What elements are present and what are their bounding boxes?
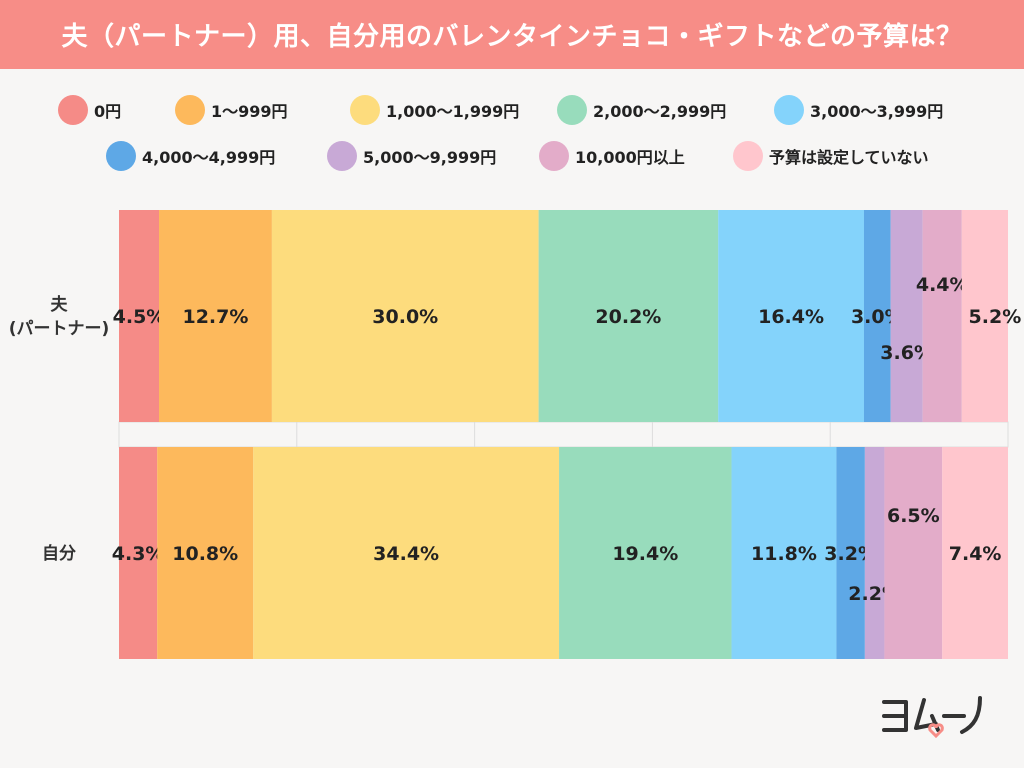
legend-label: 3,000〜3,999円 xyxy=(810,102,944,121)
legend-item: 1〜999円 xyxy=(175,95,288,125)
bar-value-label: 3.0% xyxy=(851,306,904,328)
category-label: 夫(パートナー) xyxy=(9,294,110,339)
legend-label: 0円 xyxy=(94,102,122,121)
bar-segment xyxy=(836,447,865,659)
legend-label: 予算は設定していない xyxy=(769,148,929,167)
bar-segment xyxy=(863,210,891,422)
legend-label: 2,000〜2,999円 xyxy=(593,102,727,121)
legend-swatch xyxy=(327,141,357,171)
legend-swatch xyxy=(175,95,205,125)
legend-label: 1〜999円 xyxy=(211,102,288,121)
legend-swatch xyxy=(539,141,569,171)
bar-segment xyxy=(942,447,1008,659)
legend-item: 4,000〜4,999円 xyxy=(106,141,275,171)
bar-segment xyxy=(731,447,837,659)
bar-segment xyxy=(864,447,885,659)
yomuno-logo xyxy=(882,696,982,739)
bar-segment xyxy=(922,210,962,422)
bar-segment xyxy=(884,447,943,659)
bar-value-label: 3.2% xyxy=(824,543,877,565)
legend-label: 1,000〜1,999円 xyxy=(386,102,520,121)
bar-value-label: 7.4% xyxy=(949,543,1002,565)
bar-segment xyxy=(253,447,560,659)
bar-value-label: 20.2% xyxy=(595,306,661,328)
bar-segment xyxy=(119,210,160,422)
bar-value-label: 12.7% xyxy=(182,306,248,328)
legend-item: 0円 xyxy=(58,95,121,125)
bar-value-label: 6.5% xyxy=(887,505,940,527)
bar-segment xyxy=(538,210,719,422)
bar-segment xyxy=(961,210,1008,422)
bar-value-label: 19.4% xyxy=(612,543,678,565)
bar-segment xyxy=(271,210,539,422)
legend-swatch xyxy=(106,141,136,171)
bar-value-label: 30.0% xyxy=(372,306,438,328)
legend-swatch xyxy=(58,95,88,125)
legend-swatch xyxy=(733,141,763,171)
bar-segment xyxy=(119,447,158,659)
legend-item: 予算は設定していない xyxy=(733,141,929,171)
legend-item: 5,000〜9,999円 xyxy=(327,141,496,171)
chart-title: 夫（パートナー）用、自分用のバレンタインチョコ・ギフトなどの予算は？ xyxy=(0,0,1024,69)
legend-item: 10,000円以上 xyxy=(539,141,685,171)
bar-segment xyxy=(718,210,864,422)
bar-value-label: 5.2% xyxy=(969,306,1022,328)
bar-value-label: 11.8% xyxy=(751,543,817,565)
category-label: 自分 xyxy=(42,543,76,564)
legend-label: 5,000〜9,999円 xyxy=(363,148,497,167)
bar-segment xyxy=(157,447,254,659)
bar-segment xyxy=(159,210,272,422)
legend-item: 3,000〜3,999円 xyxy=(774,95,943,125)
bar-value-label: 3.6% xyxy=(880,342,933,364)
legend-item: 1,000〜1,999円 xyxy=(350,95,519,125)
legend-swatch xyxy=(350,95,380,125)
bar-value-label: 4.5% xyxy=(113,306,166,328)
bar-value-label: 16.4% xyxy=(758,306,824,328)
bar-segment xyxy=(559,447,732,659)
bar-value-label: 4.3% xyxy=(112,543,165,565)
legend-item: 2,000〜2,999円 xyxy=(557,95,726,125)
legend-swatch xyxy=(557,95,587,125)
bar-value-label: 34.4% xyxy=(373,543,439,565)
legend-label: 10,000円以上 xyxy=(575,148,685,167)
bar-segment xyxy=(890,210,923,422)
legend-swatch xyxy=(774,95,804,125)
bar-value-label: 10.8% xyxy=(172,543,238,565)
plot-gap xyxy=(118,421,1009,448)
bar-value-label: 4.4% xyxy=(916,274,969,296)
legend-label: 4,000〜4,999円 xyxy=(142,148,276,167)
